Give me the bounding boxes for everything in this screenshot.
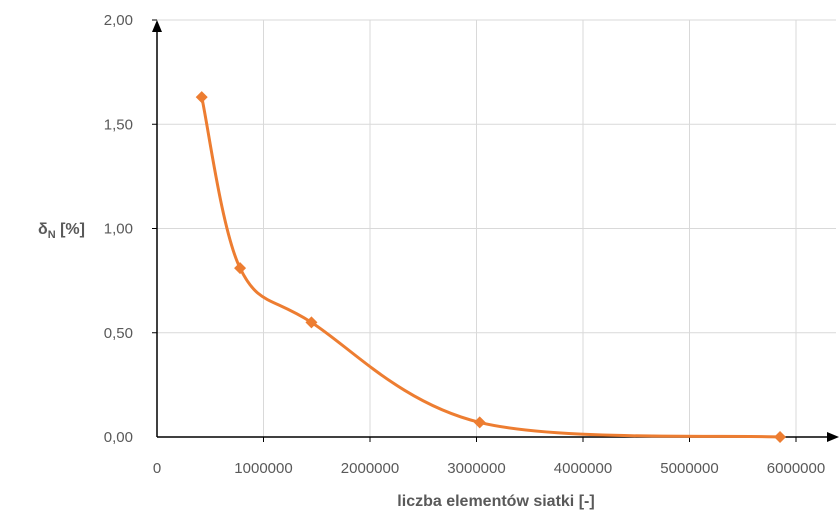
data-point [774,431,787,443]
data-point [473,416,486,429]
y-axis-title: δN [%] [38,221,85,241]
y-tick-label: 1,50 [104,116,133,133]
x-axis-arrow [827,432,839,442]
x-tick-label: 4000000 [554,460,612,477]
y-tick-label: 2,00 [104,12,133,29]
data-point [195,91,208,104]
x-tick-label: 3000000 [447,460,505,477]
x-tick-label: 1000000 [234,460,292,477]
y-tick-labels: 0,00 0,50 1,00 1,50 2,00 [104,12,133,446]
x-tick-label: 6000000 [767,460,825,477]
data-point [234,262,247,275]
grid-lines [157,19,836,437]
y-axis-title-sub: N [48,229,56,241]
axes [152,19,839,442]
data-point [305,316,318,329]
x-tick-label: 5000000 [660,460,718,477]
x-axis-title: liczba elementów siatki [-] [397,493,594,510]
series [195,91,787,443]
y-axis-title-rest: [%] [56,221,85,238]
y-tick-label: 1,00 [104,221,133,238]
y-axis-title-main: δ [38,221,48,238]
x-tick-label: 2000000 [341,460,399,477]
x-tick-label: 0 [153,460,161,477]
y-tick-label: 0,50 [104,325,133,342]
y-axis-arrow [152,20,162,32]
series-line [200,95,782,439]
x-tick-labels: 0 1000000 2000000 3000000 4000000 5000000 6000… [153,460,825,477]
y-tick-label: 0,00 [104,429,133,446]
